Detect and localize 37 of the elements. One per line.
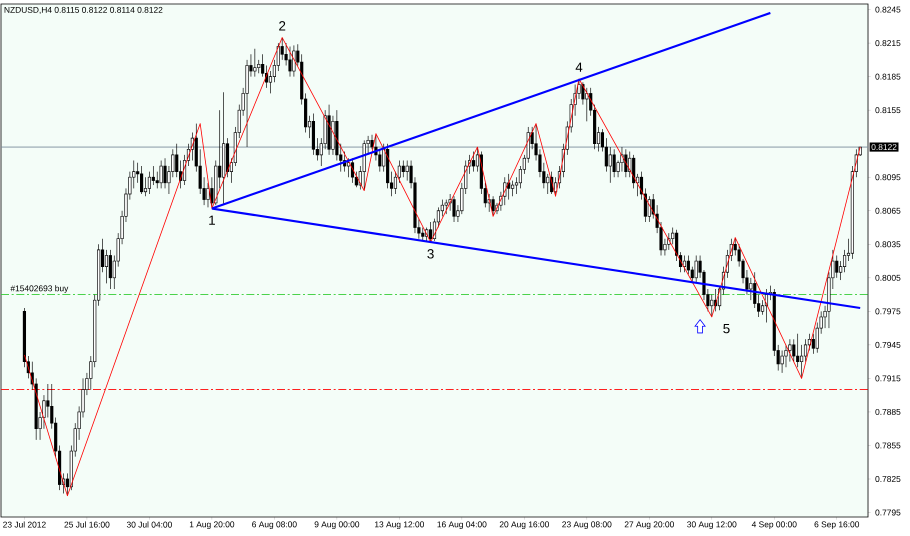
y-tick-label: 0.8035 bbox=[875, 241, 900, 248]
y-tick-label: 0.7915 bbox=[875, 375, 900, 382]
x-tick-label: 6 Sep 16:00 bbox=[814, 521, 860, 529]
x-tick-label: 9 Aug 00:00 bbox=[314, 521, 360, 529]
x-tick-label: 23 Aug 08:00 bbox=[562, 521, 612, 529]
x-tick-label: 27 Aug 20:00 bbox=[624, 521, 674, 529]
y-tick-label: 0.7975 bbox=[875, 308, 900, 314]
annotation: 1 bbox=[209, 216, 215, 225]
y-tick-label: 0.8095 bbox=[875, 174, 900, 180]
ref-line-label: #15402693 buy bbox=[10, 285, 68, 293]
ref-line-label: 0.8122 bbox=[872, 144, 896, 150]
x-tick-label: 25 Jul 16:00 bbox=[64, 521, 110, 528]
y-tick-label: 0.8065 bbox=[875, 208, 900, 214]
x-tick-label: 30 Aug 12:00 bbox=[687, 521, 736, 529]
y-tick-label: 0.7885 bbox=[875, 408, 900, 415]
x-tick-label: 23 Jul 2012 bbox=[3, 521, 46, 528]
y-tick-label: 0.8245 bbox=[875, 6, 900, 13]
x-tick-label: 13 Aug 12:00 bbox=[375, 521, 424, 529]
y-tick-label: 0.7945 bbox=[875, 342, 900, 348]
y-tick-label: 0.8155 bbox=[875, 107, 900, 114]
x-tick-label: 30 Jul 04:00 bbox=[126, 521, 172, 528]
y-tick-label: 0.7795 bbox=[875, 510, 900, 516]
annotation: 3 bbox=[427, 249, 434, 259]
x-tick-label: 20 Aug 16:00 bbox=[500, 521, 549, 529]
y-tick-label: 0.7855 bbox=[875, 442, 900, 448]
x-tick-label: 1 Aug 20:00 bbox=[190, 521, 234, 529]
y-tick-label: 0.8215 bbox=[875, 40, 900, 46]
y-tick-label: 0.8185 bbox=[875, 74, 900, 80]
annotation: 2 bbox=[279, 21, 286, 30]
x-tick-label: 6 Aug 08:00 bbox=[252, 521, 297, 529]
x-tick-label: 4 Sep 00:00 bbox=[752, 521, 797, 529]
y-tick-label: 0.8005 bbox=[875, 274, 900, 281]
chart-title: NZDUSD,H4 0.8115 0.8122 0.8114 0.8122 bbox=[4, 6, 162, 14]
annotation: 5 bbox=[723, 324, 730, 334]
y-tick-label: 0.7825 bbox=[875, 476, 900, 482]
x-tick-label: 16 Aug 04:00 bbox=[438, 521, 486, 529]
annotation: 4 bbox=[576, 62, 582, 72]
